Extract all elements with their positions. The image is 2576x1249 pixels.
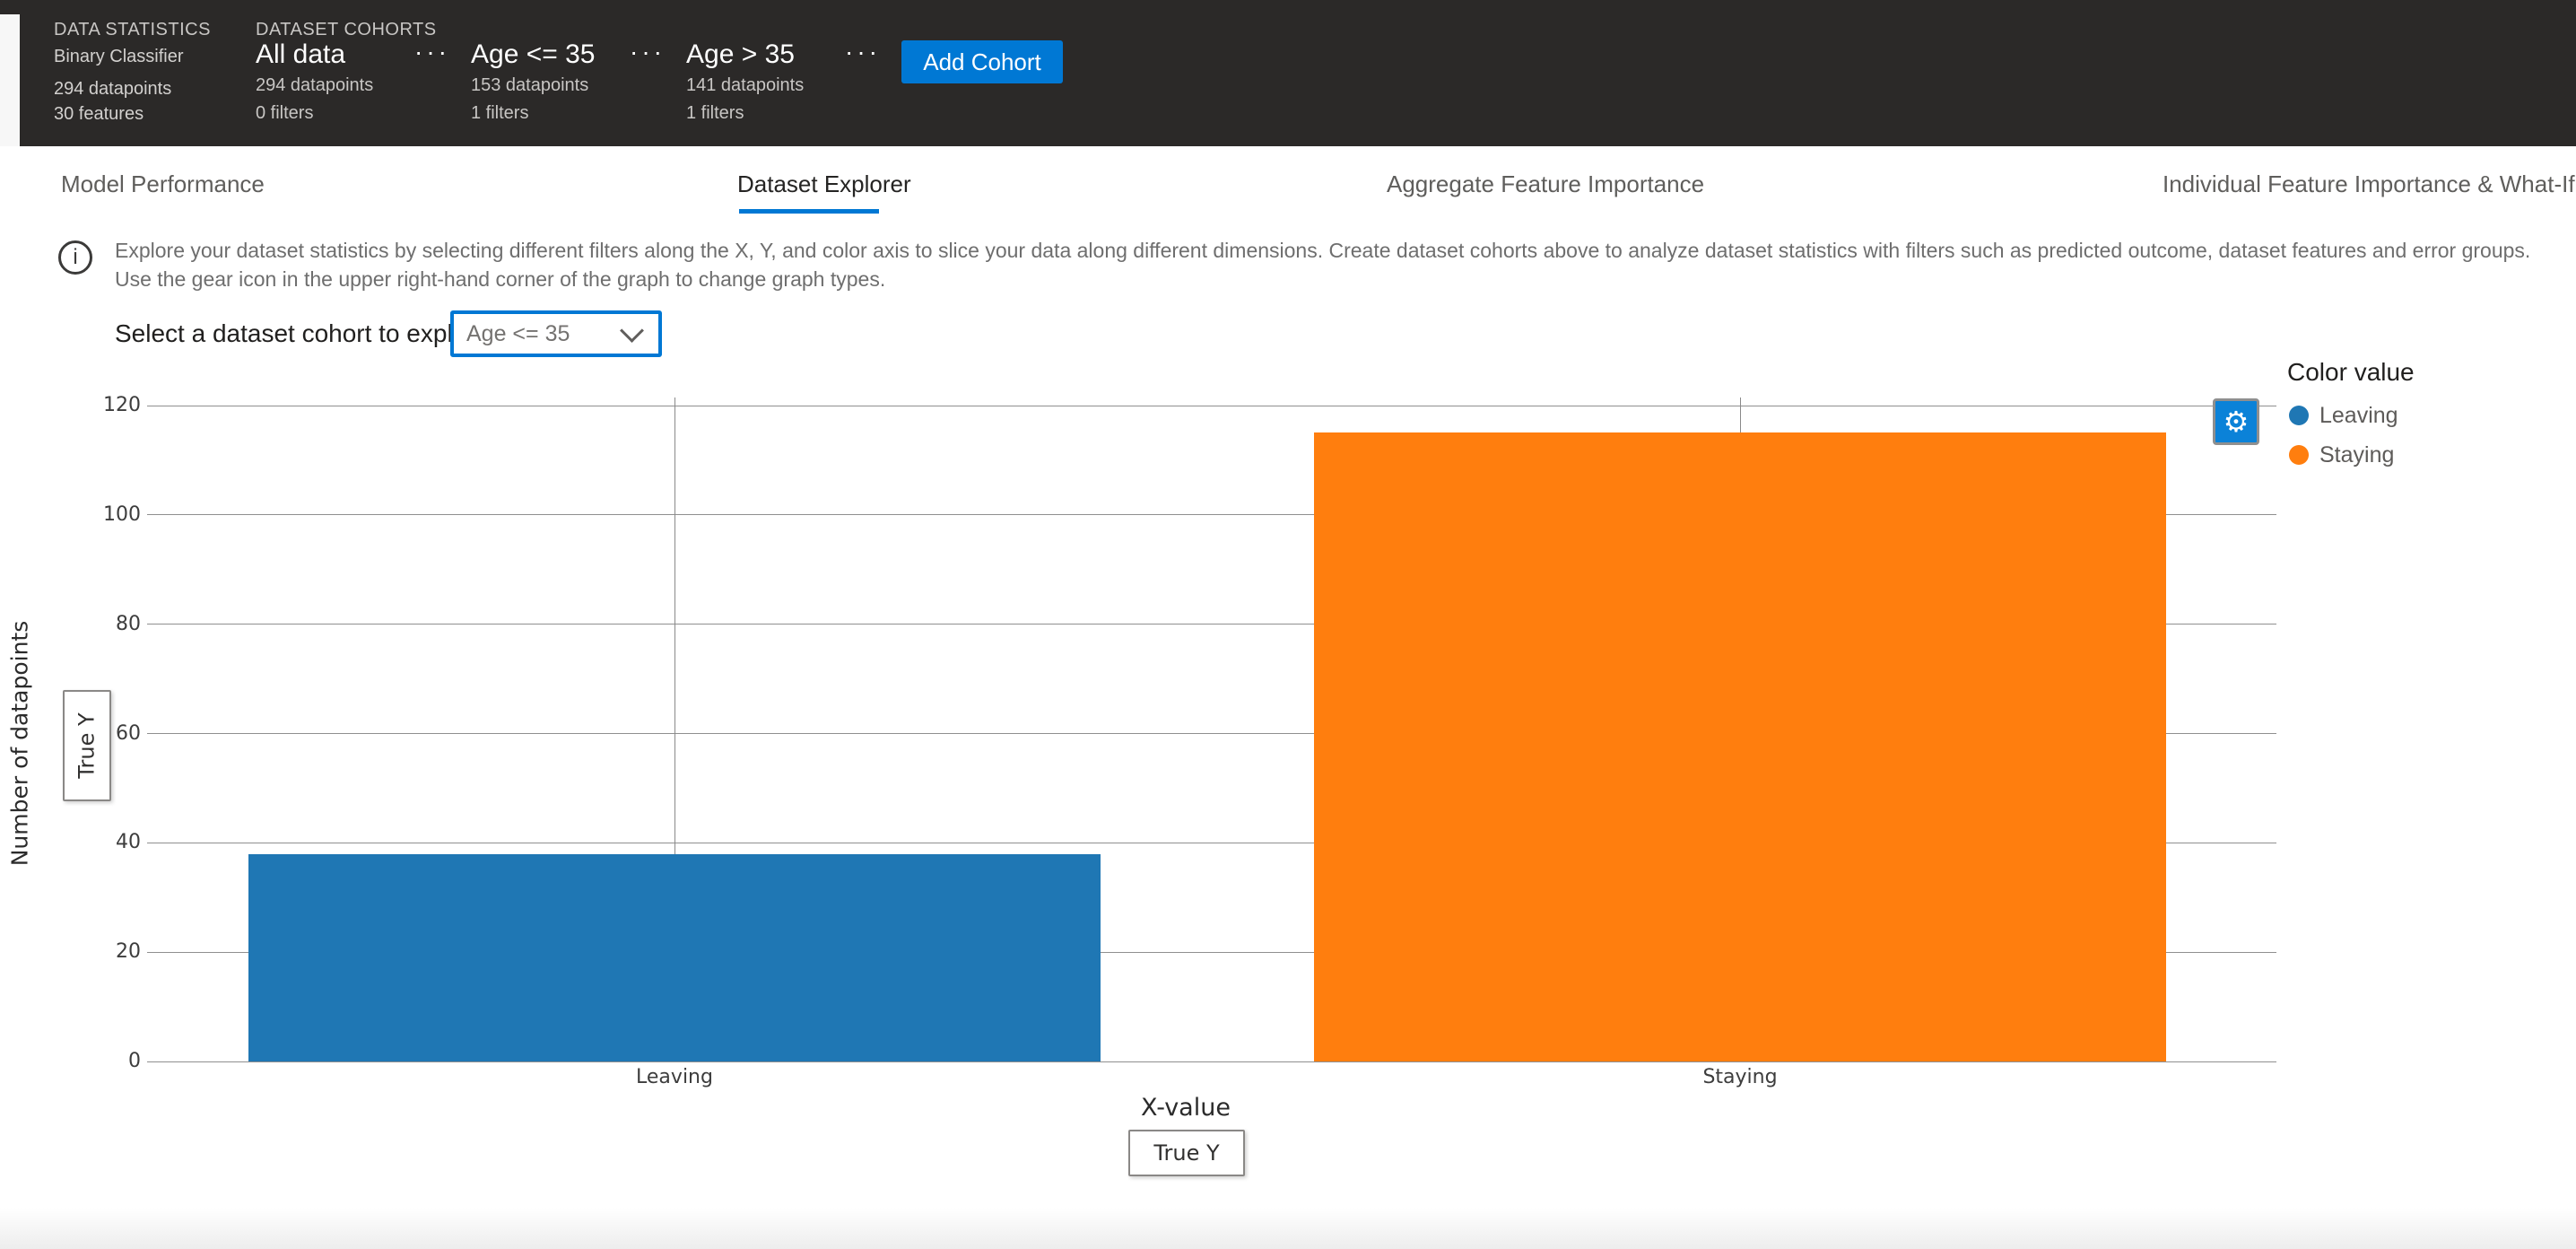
x-category-gridline [674, 397, 675, 1061]
legend-label: Leaving [2319, 402, 2398, 428]
legend-dot-leaving-icon [2289, 406, 2309, 425]
more-icon[interactable]: ··· [630, 38, 666, 66]
x-tick-label: Leaving [636, 1066, 713, 1088]
tab-individual-feature-importance[interactable]: Individual Feature Importance & What-If [2163, 170, 2575, 197]
cohort-card-age-lte-35[interactable]: Age <= 35 153 datapoints 1 filters [471, 39, 677, 129]
bar-leaving[interactable] [248, 853, 1101, 1061]
info-icon-glyph: i [73, 245, 78, 269]
cohort-selector-value: Age <= 35 [466, 320, 570, 346]
y-gridline [147, 733, 2276, 734]
tab-dataset-explorer[interactable]: Dataset Explorer [737, 170, 911, 197]
gear-icon: ⚙ [2223, 405, 2250, 439]
footer-band [0, 1208, 2576, 1249]
cohort-selector-dropdown[interactable]: Age <= 35 [450, 310, 662, 357]
y-tick-label: 0 [128, 1050, 141, 1072]
info-icon: i [58, 240, 92, 275]
add-cohort-button[interactable]: Add Cohort [901, 40, 1063, 83]
cohort-selector-label: Select a dataset cohort to explore [115, 319, 490, 347]
cohort-filters: 0 filters [256, 103, 314, 123]
data-statistics-label: DATA STATISTICS [54, 20, 211, 39]
datapoints-text: 294 datapoints [54, 79, 172, 99]
tab-aggregate-feature-importance[interactable]: Aggregate Feature Importance [1387, 170, 1705, 197]
cohort-datapoints: 294 datapoints [256, 75, 374, 95]
legend-label: Staying [2319, 441, 2395, 467]
y-tick-label: 60 [116, 721, 141, 745]
left-edge-strip [0, 14, 20, 146]
chart-settings-button[interactable]: ⚙ [2213, 398, 2259, 445]
features-text: 30 features [54, 104, 144, 124]
cohort-datapoints: 141 datapoints [686, 75, 805, 95]
info-text-line2: Use the gear icon in the upper right-han… [115, 267, 886, 291]
y-gridline [147, 514, 2276, 516]
cohorts-header-bar: DATA STATISTICS Binary Classifier 294 da… [0, 0, 2576, 146]
y-axis-title: Number of datapoints [6, 620, 33, 867]
active-tab-underline [739, 209, 879, 214]
x-axis-selector-value: True Y [1153, 1140, 1220, 1166]
legend-item-staying[interactable]: Staying [2289, 441, 2394, 468]
x-axis-selector-button[interactable]: True Y [1128, 1130, 1245, 1176]
legend-item-leaving[interactable]: Leaving [2289, 402, 2398, 429]
tab-model-performance[interactable]: Model Performance [61, 170, 265, 197]
y-tick-label: 100 [103, 502, 141, 526]
cohort-card-age-gt-35[interactable]: Age > 35 141 datapoints 1 filters [686, 39, 892, 129]
x-tick-label: Staying [1702, 1066, 1778, 1088]
x-axis-title: X-value [1141, 1094, 1231, 1122]
y-axis-selector-button[interactable]: True Y [63, 690, 111, 801]
cohort-filters: 1 filters [686, 103, 744, 123]
cohort-card-all-data[interactable]: All data 294 datapoints 0 filters [256, 39, 462, 129]
legend-dot-staying-icon [2289, 445, 2309, 465]
model-type-text: Binary Classifier [54, 47, 184, 66]
cohort-name[interactable]: Age > 35 [686, 39, 795, 69]
more-icon[interactable]: ··· [845, 38, 881, 66]
y-gridline [147, 951, 2276, 953]
cohort-name[interactable]: Age <= 35 [471, 39, 596, 69]
cohort-name[interactable]: All data [256, 39, 346, 69]
dataset-cohorts-label: DATASET COHORTS [256, 20, 437, 39]
info-text-line1: Explore your dataset statistics by selec… [115, 239, 2531, 262]
bar-staying[interactable] [1314, 432, 2166, 1061]
y-gridline [147, 1061, 2276, 1062]
legend-title: Color value [2287, 358, 2415, 386]
y-tick-label: 20 [116, 940, 141, 964]
cohort-datapoints: 153 datapoints [471, 75, 589, 95]
y-tick-label: 40 [116, 831, 141, 854]
more-icon[interactable]: ··· [414, 38, 450, 66]
y-tick-label: 80 [116, 612, 141, 635]
y-tick-label: 120 [103, 394, 141, 416]
cohort-filters: 1 filters [471, 103, 529, 123]
